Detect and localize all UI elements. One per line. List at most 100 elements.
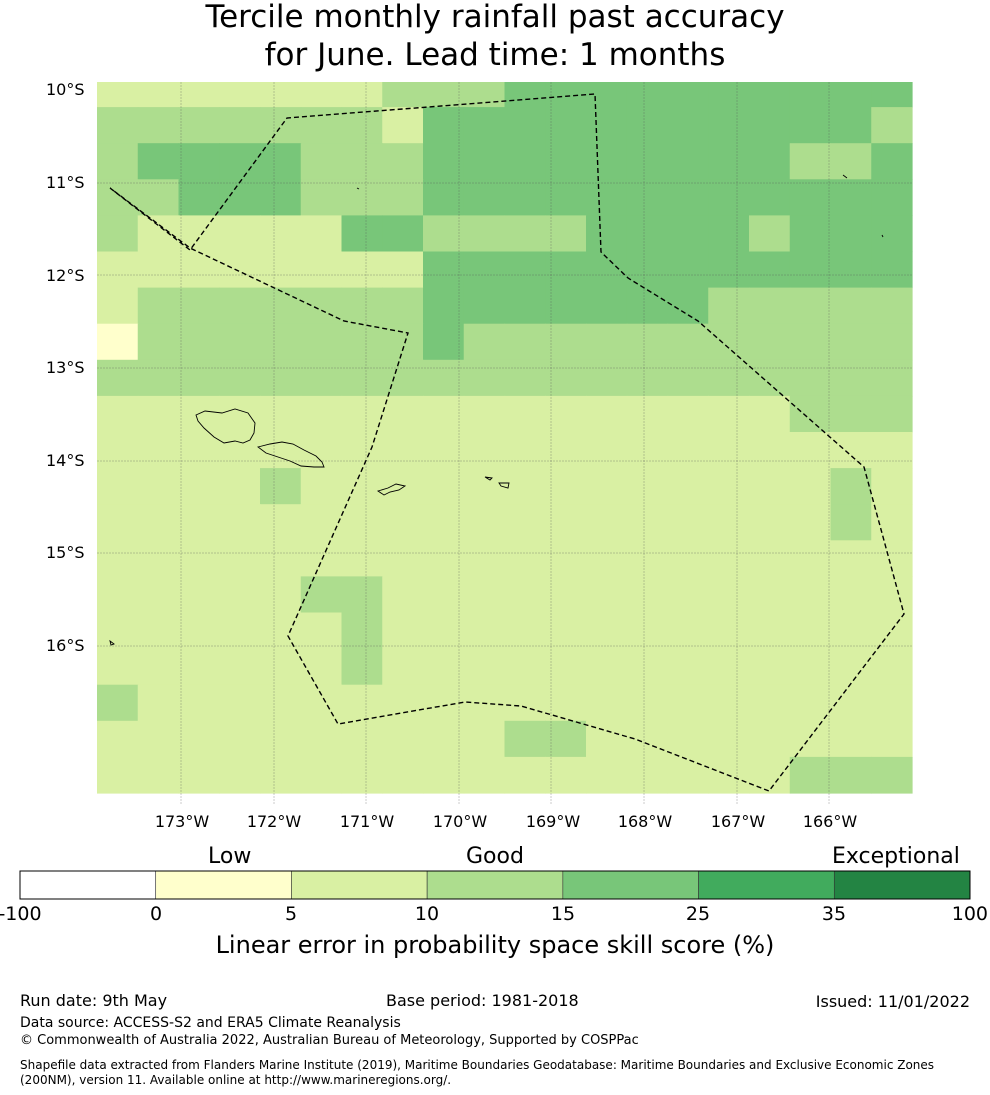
colorbar-label: Linear error in probability space skill … — [215, 931, 775, 959]
grid-cell — [504, 179, 546, 216]
grid-cell — [789, 648, 832, 686]
grid-cell — [300, 323, 343, 361]
grid-cell — [382, 612, 424, 650]
lon-label-171w: 171°W — [339, 812, 395, 831]
colorbar-tick-0: -100 — [0, 903, 42, 925]
map-title-line-2: for June. Lead time: 1 months — [264, 37, 726, 73]
grid-cell — [97, 432, 139, 469]
colorbar-segment — [562, 870, 699, 900]
grid-cell — [463, 107, 506, 144]
grid-cell — [300, 720, 343, 758]
grid-cell — [260, 648, 302, 686]
grid-cell — [830, 648, 872, 686]
grid-cell — [137, 395, 180, 433]
grid-cell — [300, 576, 343, 614]
grid-cell — [504, 323, 546, 361]
grid-cell — [708, 720, 750, 758]
grid-cell — [667, 251, 709, 289]
colorbar-tick-3: 10 — [414, 903, 440, 925]
grid-cell — [382, 215, 424, 253]
grid-cell — [97, 648, 139, 686]
colorbar-segment — [155, 870, 292, 900]
grid-cell — [463, 251, 506, 289]
grid-cell — [178, 576, 220, 614]
grid-cell — [260, 756, 302, 794]
grid-cell — [137, 756, 180, 794]
grid-cell — [97, 359, 139, 397]
grid-cell — [423, 179, 465, 216]
grid-cell — [667, 612, 709, 650]
grid-cell — [667, 323, 709, 361]
grid-cell — [586, 179, 628, 216]
colorbar-border — [19, 870, 971, 900]
grid-cell — [504, 576, 546, 614]
grid-cell — [341, 395, 383, 433]
shapefile-credit: Shapefile data extracted from Flanders M… — [20, 1058, 935, 1087]
grid-cell — [219, 143, 261, 180]
lon-label-167w: 167°W — [710, 812, 766, 831]
grid-cell — [586, 359, 628, 397]
grid-cell — [300, 504, 343, 541]
grid-cell — [871, 576, 913, 614]
grid-cell — [260, 359, 302, 397]
grid-cell — [789, 720, 832, 758]
grid-cell — [382, 359, 424, 397]
grid-cell — [463, 215, 506, 253]
grid-cell — [178, 107, 220, 144]
grid-cell — [260, 287, 302, 325]
grid-cell — [708, 251, 750, 289]
grid-cell — [260, 468, 302, 505]
grid-cell — [586, 395, 628, 433]
run-date: Run date: 9th May — [20, 991, 168, 1010]
grid-cell — [137, 504, 180, 541]
grid-cell — [382, 82, 424, 108]
grid-cell — [300, 540, 343, 577]
grid-cell — [871, 612, 913, 650]
grid-cell — [545, 648, 587, 686]
grid-cell — [667, 179, 709, 216]
grid-cell — [300, 648, 343, 686]
grid-cell — [504, 251, 546, 289]
grid-cell — [97, 143, 139, 180]
tutuila-island — [376, 483, 407, 496]
grid-cell — [830, 756, 872, 794]
grid-cell — [97, 395, 139, 433]
grid-cell — [749, 143, 791, 180]
grid-cell — [137, 468, 180, 505]
grid-cell — [871, 251, 913, 289]
grid-cell — [97, 576, 139, 614]
grid-cell — [137, 576, 180, 614]
grid-cell — [219, 576, 261, 614]
grid-cell — [749, 82, 791, 108]
grid-cell — [667, 432, 709, 469]
grid-cell — [749, 251, 791, 289]
lon-label-169w: 169°W — [525, 812, 581, 831]
grid-cell — [382, 648, 424, 686]
grid-cell — [749, 468, 791, 505]
grid-cell — [586, 540, 628, 577]
grid-cell — [423, 720, 465, 758]
grid-cell — [178, 143, 220, 180]
grid-cell — [545, 756, 587, 794]
grid-cell — [178, 179, 220, 216]
grid-cell — [423, 107, 465, 144]
grid-cell — [504, 612, 546, 650]
grid-cell — [178, 215, 220, 253]
grid-cell — [300, 684, 343, 722]
grid-cell — [260, 143, 302, 180]
grid-cell — [545, 395, 587, 433]
grid-cell — [871, 432, 913, 469]
samoa-islands — [109, 174, 884, 646]
grid-cell — [545, 504, 587, 541]
grid-cell — [545, 540, 587, 577]
grid-cell — [586, 504, 628, 541]
grid-cell — [178, 468, 220, 505]
grid-cell — [97, 179, 139, 216]
grid-cell — [137, 179, 180, 216]
grid-cell — [382, 576, 424, 614]
grid-cell — [423, 576, 465, 614]
grid-cell — [708, 82, 750, 108]
grid-cell — [423, 504, 465, 541]
grid-cell — [97, 251, 139, 289]
